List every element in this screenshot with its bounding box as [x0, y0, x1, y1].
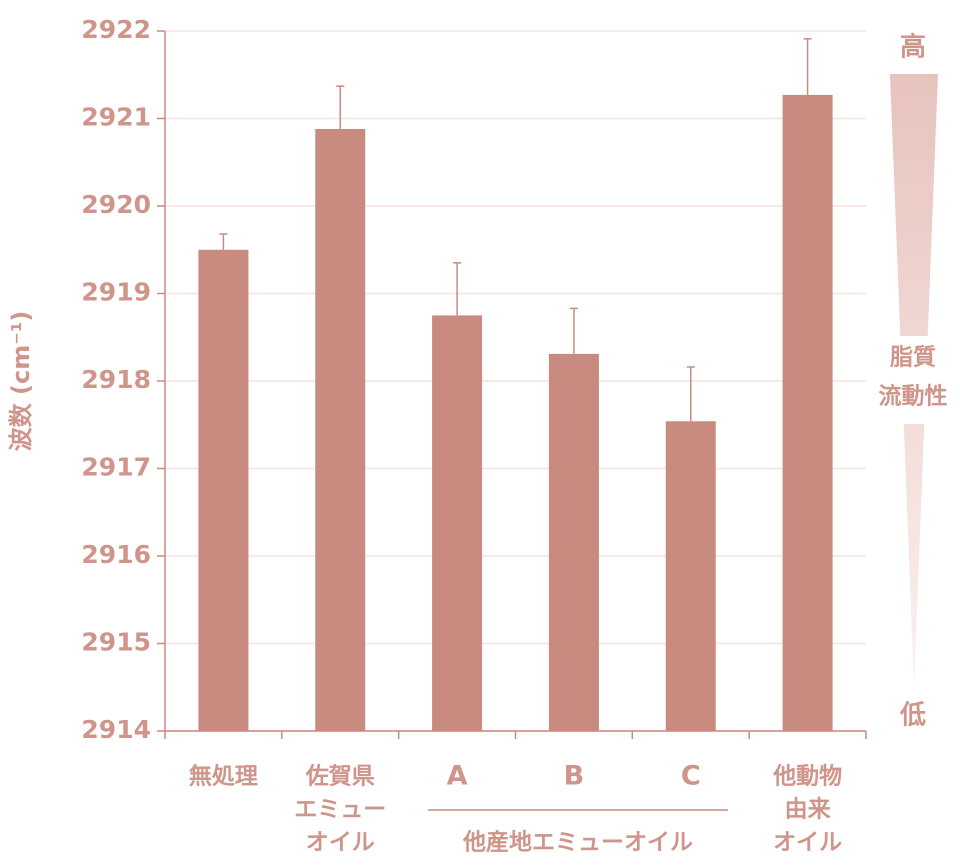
y-axis-label: 波数 (cm⁻¹) [7, 311, 35, 452]
y-tick-label: 2920 [81, 190, 151, 219]
y-tick-label: 2914 [81, 715, 151, 744]
bar [782, 94, 833, 731]
x-tick-label: 佐賀県 [305, 764, 375, 790]
y-tick-label: 2918 [81, 365, 151, 394]
x-tick-label: 無処理 [189, 763, 258, 790]
x-tick-label: 他動物 [772, 763, 842, 790]
label-backdrop [880, 336, 950, 424]
x-tick-label: オイル [306, 830, 375, 856]
x-tick-label: C [681, 761, 701, 792]
x-tick-label: エミュー [294, 797, 386, 823]
y-tick-label: 2919 [81, 278, 151, 307]
scale-high: 高 [900, 32, 926, 63]
y-tick-label: 2915 [81, 628, 151, 657]
y-tick-label: 2922 [81, 15, 151, 44]
bar [198, 249, 249, 731]
x-tick-label: オイル [773, 830, 842, 856]
x-tick-label: A [447, 761, 468, 792]
x-tick-label: 由来 [785, 797, 832, 823]
scale-low: 低 [899, 701, 926, 731]
y-tick-label: 2916 [81, 540, 151, 569]
bar [315, 129, 366, 731]
group-label: 他産地エミューオイル [462, 829, 693, 856]
bar [432, 315, 483, 731]
bar [548, 353, 599, 731]
scale-label: 脂質 [890, 345, 936, 371]
y-tick-label: 2917 [81, 453, 151, 482]
x-tick-label: B [564, 761, 585, 792]
y-tick-label: 2921 [81, 103, 151, 132]
bar [665, 421, 716, 731]
scale-label: 流動性 [879, 383, 948, 410]
